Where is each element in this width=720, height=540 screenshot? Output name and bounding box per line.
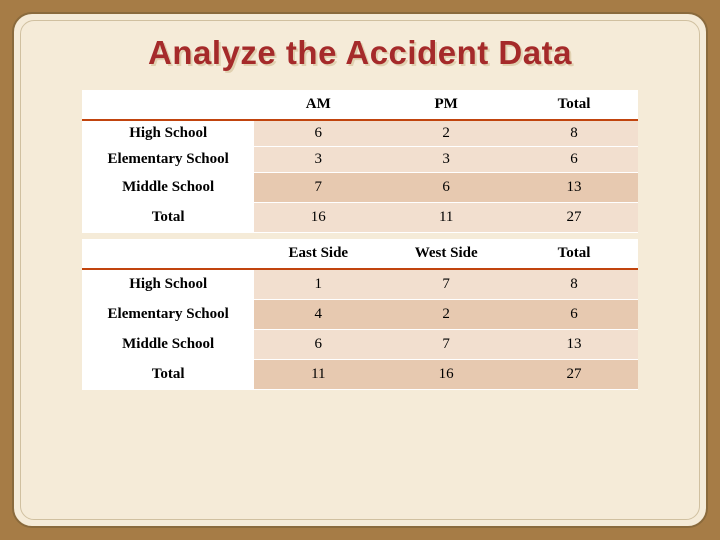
cell: 27 xyxy=(510,203,638,233)
table-row: Elementary School 3 3 6 xyxy=(82,147,638,173)
cell: 7 xyxy=(382,270,510,300)
cell: 11 xyxy=(254,360,382,390)
cell: 6 xyxy=(382,173,510,203)
cell: 11 xyxy=(382,203,510,233)
cell: 2 xyxy=(382,300,510,330)
slide-panel: Analyze the Accident Data AM PM Total Hi… xyxy=(12,12,708,528)
cell: 1 xyxy=(254,270,382,300)
table-row: Total 16 11 27 xyxy=(82,203,638,233)
cell: 6 xyxy=(254,330,382,360)
cell: 6 xyxy=(510,147,638,173)
cell: 6 xyxy=(510,300,638,330)
row-label: Elementary School xyxy=(82,300,254,330)
cell: 27 xyxy=(510,360,638,390)
row-label: High School xyxy=(82,270,254,300)
cell: 7 xyxy=(254,173,382,203)
cell: 6 xyxy=(254,121,382,147)
row-label: Elementary School xyxy=(82,147,254,173)
content-area: Analyze the Accident Data AM PM Total Hi… xyxy=(32,28,688,512)
cell: 3 xyxy=(254,147,382,173)
cell: 2 xyxy=(382,121,510,147)
cell: 16 xyxy=(382,360,510,390)
cell: 3 xyxy=(382,147,510,173)
header-total: Total xyxy=(510,90,638,121)
header-total: Total xyxy=(510,239,638,270)
cell: 13 xyxy=(510,330,638,360)
tables-container: AM PM Total High School 6 2 8 Elementary… xyxy=(32,90,688,390)
row-label: High School xyxy=(82,121,254,147)
cell: 13 xyxy=(510,173,638,203)
header-blank xyxy=(82,90,254,121)
table-header-row: AM PM Total xyxy=(82,90,638,121)
header-am: AM xyxy=(254,90,382,121)
header-east: East Side xyxy=(254,239,382,270)
cell: 16 xyxy=(254,203,382,233)
cell: 8 xyxy=(510,121,638,147)
table-row: High School 6 2 8 xyxy=(82,121,638,147)
table-header-row: East Side West Side Total xyxy=(82,239,638,270)
table-row: Elementary School 4 2 6 xyxy=(82,300,638,330)
row-label: Total xyxy=(82,203,254,233)
table-location: East Side West Side Total High School 1 … xyxy=(82,239,638,390)
table-row: Total 11 16 27 xyxy=(82,360,638,390)
table-row: High School 1 7 8 xyxy=(82,270,638,300)
cell: 7 xyxy=(382,330,510,360)
header-west: West Side xyxy=(382,239,510,270)
row-label: Middle School xyxy=(82,173,254,203)
table-row: Middle School 6 7 13 xyxy=(82,330,638,360)
table-time-of-day: AM PM Total High School 6 2 8 Elementary… xyxy=(82,90,638,233)
header-blank xyxy=(82,239,254,270)
row-label: Total xyxy=(82,360,254,390)
table-row: Middle School 7 6 13 xyxy=(82,173,638,203)
page-title: Analyze the Accident Data xyxy=(32,34,688,72)
cell: 8 xyxy=(510,270,638,300)
row-label: Middle School xyxy=(82,330,254,360)
cell: 4 xyxy=(254,300,382,330)
header-pm: PM xyxy=(382,90,510,121)
